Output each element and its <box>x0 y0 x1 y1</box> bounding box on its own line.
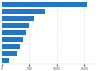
Bar <box>2 9 45 14</box>
Bar <box>2 16 34 21</box>
Bar <box>2 2 87 7</box>
Bar <box>2 23 29 28</box>
Bar <box>2 44 20 49</box>
Bar <box>2 51 17 56</box>
Bar <box>2 30 26 35</box>
Bar <box>2 37 23 42</box>
Bar <box>2 58 9 63</box>
